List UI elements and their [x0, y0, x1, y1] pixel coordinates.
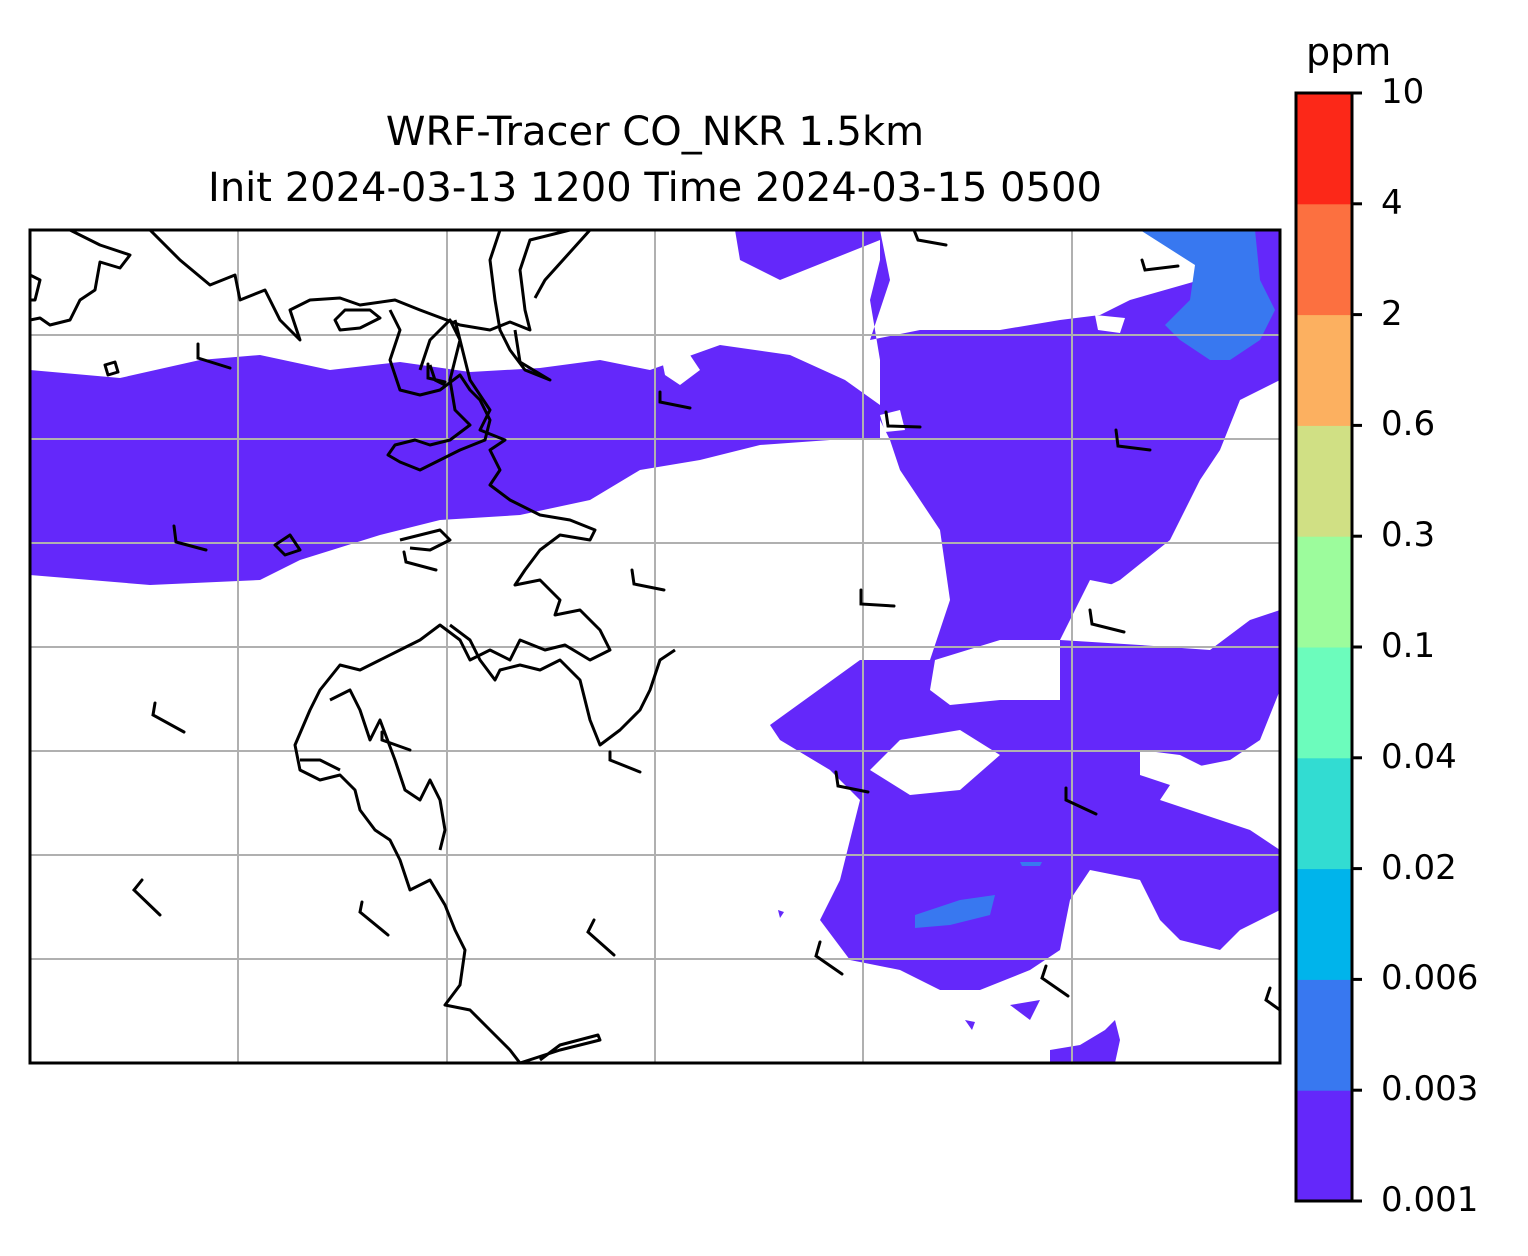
colorbar-segment — [1296, 93, 1352, 205]
colorbar-segment — [1296, 757, 1352, 870]
colorbar-segment — [1296, 203, 1352, 316]
colorbar-segment — [1296, 536, 1352, 648]
colorbar-segment — [1296, 868, 1352, 980]
colorbar — [1296, 91, 1362, 1203]
colorbar-unit: ppm — [1306, 30, 1392, 74]
tracer-region-east — [735, 230, 1280, 990]
map-frame — [28, 228, 1282, 1065]
plot-title-line2: Init 2024-03-13 1200 Time 2024-03-15 050… — [208, 165, 1102, 211]
colorbar-segment — [1296, 1090, 1352, 1202]
colorbar-tick-label: 0.003 — [1381, 1069, 1479, 1110]
coastlines — [30, 230, 676, 1063]
plot-title-line1: WRF-Tracer CO_NKR 1.5km — [385, 109, 925, 155]
gridlines — [30, 230, 1280, 1063]
tracer-patch-mid — [1140, 230, 1275, 360]
colorbar-tick-label: 10 — [1381, 72, 1425, 112]
colorbar-segment — [1296, 314, 1352, 426]
colorbar-segment — [1296, 979, 1352, 1091]
tracer-patch-mid-2 — [915, 895, 995, 928]
colorbar-tick-label: 0.001 — [1381, 1180, 1479, 1220]
colorbar-tick-label: 0.6 — [1381, 404, 1436, 445]
colorbar-tick-label: 2 — [1381, 293, 1403, 334]
tracer-band-west — [30, 345, 880, 585]
colorbar-tick-label: 0.04 — [1381, 736, 1457, 777]
colorbar-segment — [1296, 647, 1352, 759]
wind-barbs — [131, 228, 1282, 1012]
tracer-field — [30, 230, 1280, 1063]
colorbar-segment — [1296, 425, 1352, 537]
colorbar-tick-label: 0.3 — [1381, 515, 1436, 556]
colorbar-tick-label: 4 — [1381, 182, 1403, 223]
colorbar-tick-label: 0.1 — [1381, 626, 1436, 666]
colorbar-tick-label: 0.006 — [1381, 958, 1479, 999]
colorbar-tick-label: 0.02 — [1381, 847, 1457, 888]
